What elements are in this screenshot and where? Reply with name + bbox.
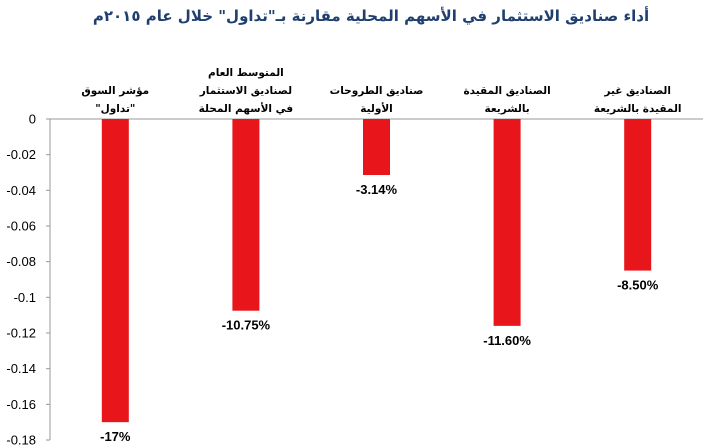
bar <box>624 119 652 271</box>
y-tick-label: -0.12 <box>6 326 36 341</box>
y-tick-label: -0.06 <box>6 219 36 234</box>
y-tick-label: -0.14 <box>6 361 36 376</box>
data-labels: -17% -10.75% -3.14% -11.60% -8.50% <box>100 182 659 444</box>
data-label: -17% <box>100 429 131 444</box>
bars <box>101 119 652 423</box>
category-label: الصناديق غير المقيدة بالشريعة <box>594 85 682 115</box>
category-labels: مؤشر السوق "تداول" المتوسط العام لصناديق ال… <box>81 67 681 115</box>
data-label: -8.50% <box>617 278 659 293</box>
bar <box>363 119 390 175</box>
category-label: صناديق الطروحات الأولية <box>330 85 424 115</box>
y-tick-label: -0.1 <box>14 290 36 305</box>
y-tick-label: 0 <box>29 112 36 127</box>
chart-title: أداء صناديق الاستثمار في الأسهم المحلية … <box>93 6 649 25</box>
y-axis-ticks: 0 -0.02 -0.04 -0.06 -0.08 -0.1 -0.12 -0.14 -0.16… <box>6 112 50 448</box>
y-tick-label: -0.08 <box>6 254 36 269</box>
bar <box>101 119 129 423</box>
bar <box>232 119 260 311</box>
data-label: -10.75% <box>222 318 271 333</box>
y-tick-label: -0.18 <box>6 433 36 448</box>
bar <box>493 119 521 326</box>
data-label: -3.14% <box>356 182 398 197</box>
y-tick-label: -0.04 <box>6 183 36 198</box>
y-tick-label: -0.02 <box>6 147 36 162</box>
category-label: مؤشر السوق "تداول" <box>81 85 149 115</box>
category-label: المتوسط العام لصناديق الاستثمار في الأسهم … <box>199 67 294 115</box>
data-label: -11.60% <box>483 333 531 348</box>
y-tick-label: -0.16 <box>6 397 36 412</box>
category-label: الصناديق المقيدة بالشريعة <box>463 85 550 115</box>
